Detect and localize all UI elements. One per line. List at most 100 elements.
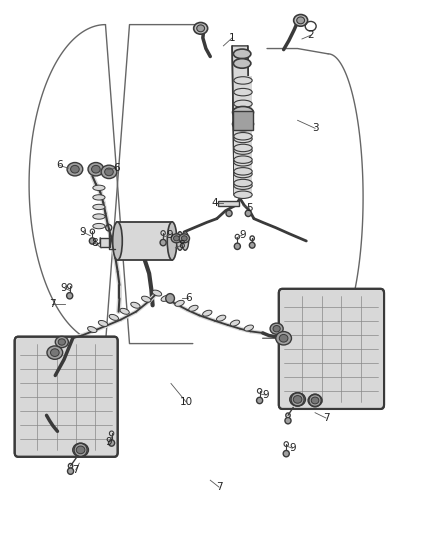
Ellipse shape [101,165,117,179]
Ellipse shape [234,179,252,187]
Ellipse shape [234,88,252,96]
Text: 9: 9 [263,390,269,400]
Ellipse shape [234,124,252,131]
Ellipse shape [257,397,263,403]
Ellipse shape [173,236,179,241]
Polygon shape [232,46,250,195]
Ellipse shape [233,107,254,118]
Bar [233,111,254,130]
Ellipse shape [99,320,108,326]
Text: 1: 1 [229,33,235,43]
Ellipse shape [177,232,184,251]
Text: 2: 2 [307,30,314,41]
Ellipse shape [93,185,105,190]
Ellipse shape [166,294,174,303]
Text: 9: 9 [289,443,296,453]
Ellipse shape [233,49,251,59]
Ellipse shape [93,214,105,219]
Ellipse shape [67,163,83,176]
Text: 5: 5 [246,203,253,213]
Ellipse shape [234,243,240,249]
Ellipse shape [152,290,162,296]
Ellipse shape [293,395,302,403]
Ellipse shape [161,295,170,301]
Ellipse shape [216,315,226,321]
Bar [218,200,239,206]
Ellipse shape [71,165,79,173]
Text: 9: 9 [240,230,246,240]
Polygon shape [117,222,172,260]
Ellipse shape [160,239,166,246]
Ellipse shape [234,144,252,152]
Ellipse shape [93,223,105,229]
Ellipse shape [171,234,182,243]
Text: 4: 4 [211,198,218,208]
Ellipse shape [234,156,252,164]
Ellipse shape [290,393,305,406]
Ellipse shape [233,118,254,130]
Ellipse shape [131,302,140,308]
Bar [100,238,110,247]
Ellipse shape [311,397,319,404]
Ellipse shape [276,332,291,345]
Ellipse shape [175,301,184,306]
Text: 6: 6 [57,160,63,171]
Ellipse shape [109,314,119,320]
Ellipse shape [50,349,59,357]
Ellipse shape [234,191,252,198]
Ellipse shape [109,440,115,446]
Ellipse shape [233,59,251,68]
Ellipse shape [270,323,283,334]
Ellipse shape [141,296,151,302]
Ellipse shape [234,182,252,189]
Ellipse shape [73,443,88,457]
Text: 7: 7 [49,298,56,309]
Ellipse shape [283,450,289,457]
Ellipse shape [113,222,122,260]
Ellipse shape [105,168,113,176]
Ellipse shape [234,133,252,140]
FancyBboxPatch shape [279,289,384,409]
Ellipse shape [297,17,304,24]
Ellipse shape [194,22,208,34]
Ellipse shape [88,327,97,333]
Ellipse shape [55,336,68,348]
Ellipse shape [93,195,105,200]
Ellipse shape [58,339,65,345]
Text: 7: 7 [215,482,223,492]
Ellipse shape [120,308,129,314]
Ellipse shape [88,163,104,176]
Ellipse shape [279,334,288,342]
Ellipse shape [234,159,252,166]
Ellipse shape [67,293,73,299]
Ellipse shape [273,326,280,332]
Ellipse shape [245,210,251,216]
Ellipse shape [249,243,255,248]
Bar [234,76,252,198]
Text: 7: 7 [323,413,329,423]
Ellipse shape [92,165,100,173]
Text: 6: 6 [113,163,120,173]
Text: 9: 9 [79,227,86,237]
Ellipse shape [234,147,252,155]
Ellipse shape [167,222,177,260]
Text: 10: 10 [180,397,193,407]
Ellipse shape [182,232,189,251]
Text: 3: 3 [312,123,318,133]
Ellipse shape [197,25,205,32]
Ellipse shape [285,417,291,424]
Ellipse shape [76,446,85,454]
Ellipse shape [179,234,190,243]
Text: 9: 9 [106,437,112,447]
Text: 6: 6 [185,293,192,303]
Ellipse shape [89,238,95,244]
Ellipse shape [93,204,105,209]
Ellipse shape [226,210,232,216]
FancyBboxPatch shape [14,337,118,457]
Ellipse shape [230,320,240,326]
Ellipse shape [234,135,252,143]
Ellipse shape [234,100,252,108]
Text: 9: 9 [61,283,67,293]
Ellipse shape [203,310,212,316]
Ellipse shape [234,112,252,119]
